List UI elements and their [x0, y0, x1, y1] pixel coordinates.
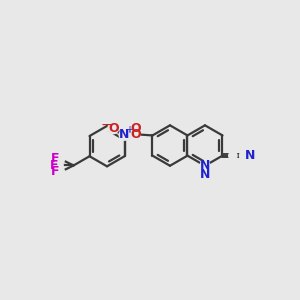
Circle shape [54, 161, 63, 170]
Circle shape [130, 123, 141, 134]
Circle shape [130, 130, 140, 139]
Text: O: O [130, 128, 140, 141]
Circle shape [200, 161, 210, 171]
Circle shape [56, 167, 65, 176]
Text: +: + [125, 125, 133, 135]
Circle shape [108, 123, 119, 134]
Text: F: F [51, 166, 60, 178]
Text: N: N [200, 168, 210, 181]
Text: N: N [200, 159, 210, 172]
Circle shape [119, 130, 130, 140]
Text: −: − [101, 118, 112, 132]
Circle shape [56, 154, 65, 164]
Text: O: O [130, 122, 141, 135]
Text: N: N [119, 128, 130, 141]
Circle shape [229, 152, 237, 160]
Text: N: N [245, 149, 256, 162]
Text: O: O [108, 122, 119, 135]
Text: F: F [50, 159, 58, 172]
Text: F: F [51, 152, 60, 165]
Circle shape [239, 151, 248, 160]
